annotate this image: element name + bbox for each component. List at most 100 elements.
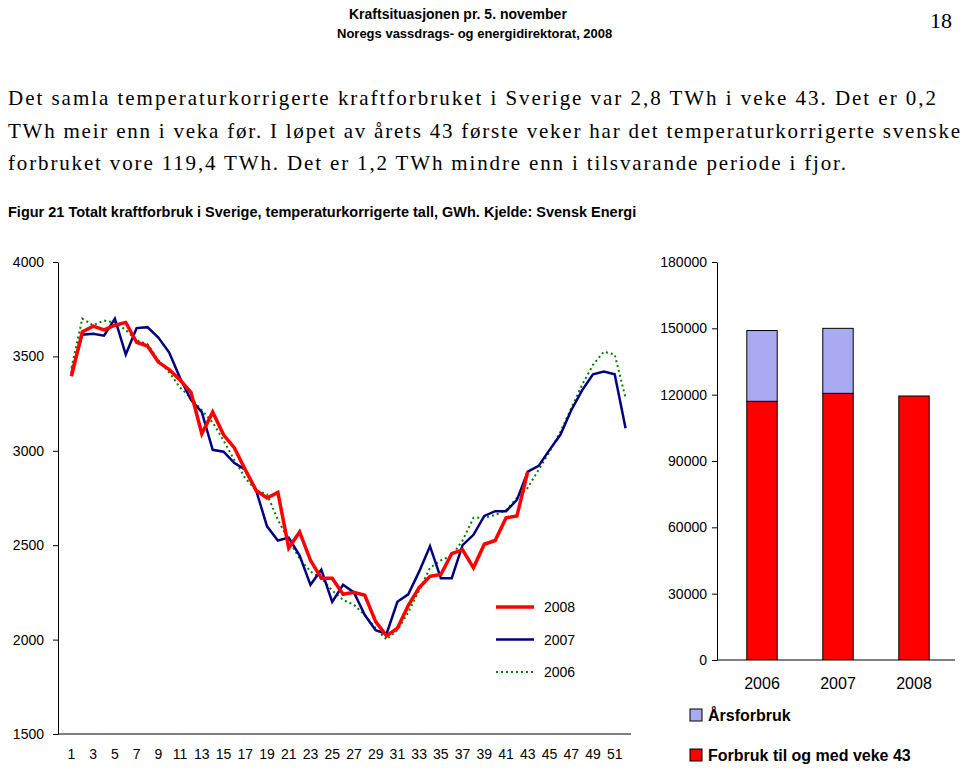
tick-label: 31 bbox=[390, 746, 406, 762]
x-tick: 19 bbox=[259, 734, 275, 762]
bar bbox=[747, 331, 777, 402]
tick-mark bbox=[53, 734, 58, 735]
x-tick: 3 bbox=[89, 734, 97, 762]
tick-mark bbox=[53, 545, 58, 546]
tick-label: 3 bbox=[89, 746, 97, 762]
x-tick: 29 bbox=[368, 734, 384, 762]
x-tick: 33 bbox=[411, 734, 427, 762]
tick-label: 1 bbox=[68, 746, 76, 762]
tick-label: 43 bbox=[520, 746, 536, 762]
x-tick: 27 bbox=[346, 734, 362, 762]
x-tick: 5 bbox=[111, 734, 119, 762]
tick-label: 13 bbox=[194, 746, 210, 762]
bar bbox=[823, 393, 853, 660]
header-publisher: Noregs vassdrags- og energidirektorat, 2… bbox=[337, 26, 612, 41]
tick-label: 27 bbox=[346, 746, 362, 762]
x-tick: 49 bbox=[585, 734, 601, 762]
x-tick: 41 bbox=[498, 734, 514, 762]
tick-mark bbox=[712, 660, 717, 661]
y-tick: 120000 bbox=[660, 387, 717, 403]
legend-swatch bbox=[496, 671, 534, 673]
legend-label: 2007 bbox=[544, 632, 575, 648]
tick-label: 29 bbox=[368, 746, 384, 762]
tick-label: 60000 bbox=[668, 519, 707, 535]
tick-label: 19 bbox=[259, 746, 275, 762]
tick-mark bbox=[53, 262, 58, 263]
tick-label: 15 bbox=[216, 746, 232, 762]
x-tick: 1 bbox=[68, 734, 76, 762]
tick-label: 45 bbox=[542, 746, 558, 762]
tick-label: 2006 bbox=[744, 675, 780, 692]
x-tick: 21 bbox=[281, 734, 297, 762]
tick-label: 17 bbox=[237, 746, 253, 762]
y-tick: 2000 bbox=[13, 632, 58, 648]
x-tick: 2007 bbox=[820, 660, 856, 692]
tick-label: 4000 bbox=[13, 254, 44, 270]
x-tick: 45 bbox=[542, 734, 558, 762]
tick-label: 35 bbox=[433, 746, 449, 762]
bar bbox=[823, 328, 853, 393]
y-axis: 150020002500300035004000 bbox=[13, 254, 59, 742]
tick-label: 5 bbox=[111, 746, 119, 762]
tick-label: 37 bbox=[455, 746, 471, 762]
y-tick: 150000 bbox=[660, 320, 717, 336]
y-tick: 4000 bbox=[13, 254, 58, 270]
legend: Årsforbruk Forbruk til og med veke 43 bbox=[690, 706, 911, 764]
tick-label: 11 bbox=[173, 746, 188, 762]
tick-label: 21 bbox=[281, 746, 297, 762]
body-line: forbruket vore 119,4 TWh. Det er 1,2 TWh… bbox=[8, 151, 846, 175]
legend-swatch bbox=[496, 605, 534, 609]
tick-label: 120000 bbox=[660, 387, 707, 403]
legend-label: Årsforbruk bbox=[708, 706, 791, 724]
tick-label: 2500 bbox=[13, 537, 44, 553]
bar bbox=[899, 396, 929, 660]
body-line: Det samla temperaturkorrigerte kraftforb… bbox=[8, 86, 936, 110]
x-tick: 35 bbox=[433, 734, 449, 762]
x-tick: 47 bbox=[563, 734, 579, 762]
tick-label: 1500 bbox=[13, 726, 44, 742]
x-axis: 1357911131517192123252729313335373941434… bbox=[58, 734, 631, 762]
x-tick: 37 bbox=[455, 734, 471, 762]
x-tick: 31 bbox=[390, 734, 406, 762]
bar bbox=[747, 401, 777, 660]
tick-mark bbox=[712, 527, 717, 528]
legend-swatch bbox=[690, 749, 702, 761]
legend: 200820072006 bbox=[496, 599, 575, 680]
x-tick: 43 bbox=[520, 734, 536, 762]
series-line bbox=[71, 322, 527, 635]
legend-label: 2008 bbox=[544, 599, 575, 615]
x-tick: 25 bbox=[324, 734, 340, 762]
y-tick: 3500 bbox=[13, 348, 58, 364]
figure-caption: Figur 21 Totalt kraftforbruk i Sverige, … bbox=[8, 204, 636, 220]
tick-label: 180000 bbox=[660, 254, 707, 270]
y-tick: 60000 bbox=[668, 519, 717, 535]
x-tick: 51 bbox=[607, 734, 623, 762]
tick-label: 23 bbox=[303, 746, 319, 762]
tick-mark bbox=[53, 451, 58, 452]
tick-label: 2008 bbox=[896, 675, 932, 692]
tick-label: 49 bbox=[585, 746, 601, 762]
tick-mark bbox=[712, 328, 717, 329]
tick-mark bbox=[53, 356, 58, 357]
tick-label: 90000 bbox=[668, 453, 707, 469]
legend-label: Forbruk til og med veke 43 bbox=[708, 747, 911, 764]
axis-line bbox=[58, 263, 59, 735]
x-tick: 11 bbox=[173, 734, 188, 762]
axis-line bbox=[717, 263, 718, 661]
axis-line bbox=[58, 734, 631, 735]
tick-mark bbox=[53, 640, 58, 641]
x-tick: 9 bbox=[154, 734, 162, 762]
tick-label: 9 bbox=[154, 746, 162, 762]
y-tick: 1500 bbox=[13, 726, 58, 742]
body-line: TWh meir enn i veka før. I løpet av året… bbox=[8, 119, 960, 143]
page: Kraftsituasjonen pr. 5. novemberNoregs v… bbox=[0, 0, 960, 782]
y-tick: 90000 bbox=[668, 453, 717, 469]
tick-label: 39 bbox=[477, 746, 493, 762]
tick-label: 30000 bbox=[668, 586, 707, 602]
x-tick: 2006 bbox=[744, 660, 780, 692]
y-tick: 0 bbox=[699, 652, 717, 668]
plot-area bbox=[747, 328, 929, 660]
x-tick: 17 bbox=[237, 734, 253, 762]
x-tick: 2008 bbox=[896, 660, 932, 692]
y-tick: 30000 bbox=[668, 586, 717, 602]
